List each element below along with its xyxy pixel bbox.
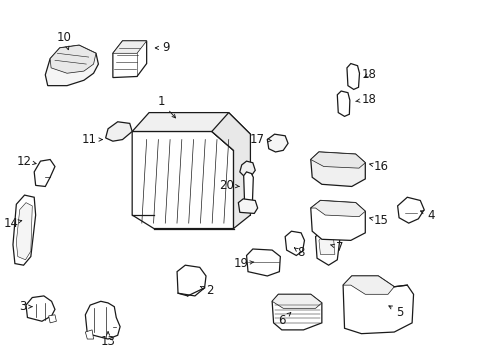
Text: 3: 3 (19, 300, 32, 313)
Polygon shape (285, 231, 304, 256)
Polygon shape (239, 161, 255, 177)
Polygon shape (310, 152, 365, 186)
Circle shape (182, 271, 188, 278)
Text: 13: 13 (101, 332, 115, 348)
Circle shape (240, 179, 247, 187)
Text: 8: 8 (294, 246, 304, 259)
Polygon shape (113, 41, 146, 77)
Polygon shape (177, 265, 205, 296)
Bar (267, 263, 270, 267)
Polygon shape (16, 203, 32, 260)
Text: 18: 18 (361, 68, 375, 81)
Text: 7: 7 (330, 241, 343, 254)
Bar (252, 263, 255, 267)
Circle shape (363, 293, 387, 320)
Polygon shape (50, 45, 96, 73)
Polygon shape (132, 113, 250, 150)
Polygon shape (105, 122, 132, 141)
Circle shape (317, 220, 325, 229)
Polygon shape (272, 294, 321, 330)
Circle shape (369, 300, 381, 313)
Polygon shape (85, 330, 93, 339)
Bar (272, 263, 274, 267)
Text: 17: 17 (250, 133, 271, 146)
Polygon shape (272, 294, 321, 308)
Circle shape (347, 220, 355, 229)
Text: 2: 2 (200, 284, 213, 297)
Polygon shape (315, 230, 339, 265)
Polygon shape (346, 64, 359, 89)
Circle shape (196, 276, 203, 284)
Polygon shape (113, 41, 146, 53)
Polygon shape (243, 172, 253, 204)
Circle shape (339, 99, 346, 108)
Text: 11: 11 (81, 133, 102, 146)
Text: 20: 20 (219, 179, 239, 192)
Bar (257, 263, 260, 267)
Circle shape (95, 308, 102, 316)
Polygon shape (45, 45, 98, 86)
Polygon shape (267, 134, 287, 152)
Text: 1: 1 (157, 95, 175, 118)
Text: 18: 18 (355, 93, 375, 105)
Polygon shape (246, 249, 280, 276)
Polygon shape (343, 276, 393, 294)
Circle shape (348, 72, 356, 81)
Polygon shape (211, 113, 250, 229)
Polygon shape (49, 315, 56, 323)
Text: 9: 9 (155, 41, 169, 54)
Polygon shape (310, 152, 365, 168)
Text: 4: 4 (420, 208, 434, 221)
Text: 16: 16 (369, 160, 387, 173)
Bar (262, 263, 265, 267)
Polygon shape (238, 199, 257, 213)
Polygon shape (132, 131, 233, 229)
Polygon shape (85, 301, 120, 339)
Polygon shape (26, 296, 55, 321)
Polygon shape (34, 159, 55, 186)
Text: 10: 10 (57, 31, 72, 50)
Text: 19: 19 (233, 257, 253, 270)
Text: 14: 14 (3, 217, 21, 230)
Text: 12: 12 (17, 155, 36, 168)
Polygon shape (397, 197, 423, 223)
Polygon shape (310, 201, 365, 240)
Polygon shape (13, 195, 36, 265)
Text: 6: 6 (278, 312, 290, 327)
Polygon shape (310, 201, 365, 217)
Polygon shape (318, 235, 334, 255)
Circle shape (29, 305, 35, 311)
Text: 5: 5 (388, 306, 403, 319)
Polygon shape (337, 91, 349, 116)
Polygon shape (343, 276, 413, 334)
Text: 15: 15 (369, 214, 387, 227)
